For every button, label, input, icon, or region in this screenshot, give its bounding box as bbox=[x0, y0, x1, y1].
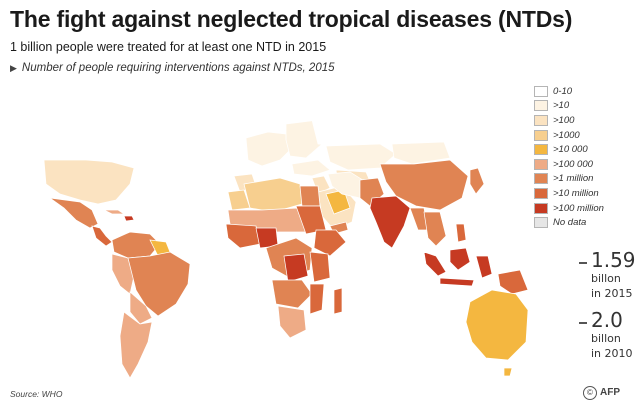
region-new-zealand bbox=[537, 355, 549, 381]
region-tasmania bbox=[503, 367, 513, 377]
legend-label: >10 bbox=[553, 100, 570, 112]
legend-item: >10 million bbox=[534, 186, 622, 201]
legend-item: >100 million bbox=[534, 201, 622, 216]
legend-swatch bbox=[534, 144, 548, 156]
region-india bbox=[369, 195, 411, 249]
region-caribbean bbox=[123, 215, 135, 222]
legend-swatch bbox=[534, 114, 548, 126]
region-argentina-chile bbox=[119, 311, 153, 379]
legend-label: >10 000 bbox=[553, 144, 588, 156]
legend-label: No data bbox=[553, 217, 587, 229]
region-egypt bbox=[299, 185, 321, 207]
region-china bbox=[379, 159, 469, 211]
legend-swatch bbox=[534, 129, 548, 141]
region-canada bbox=[45, 97, 169, 167]
region-mongolia bbox=[391, 141, 451, 165]
copyright-icon: © bbox=[583, 386, 597, 400]
stat-2015-unit: billon bbox=[591, 272, 621, 285]
region-usa bbox=[43, 159, 135, 205]
region-bolivia-paraguay bbox=[129, 291, 153, 325]
region-scandinavia bbox=[261, 85, 293, 133]
legend-swatch bbox=[534, 217, 548, 229]
region-iceland bbox=[231, 103, 247, 115]
region-borneo bbox=[449, 247, 471, 271]
region-sumatra bbox=[423, 251, 447, 277]
region-angola-zambia bbox=[271, 279, 313, 309]
legend-item: >10 bbox=[534, 99, 622, 114]
map-caption: ▶ Number of people requiring intervention… bbox=[10, 62, 335, 74]
legend-item: >1 million bbox=[534, 172, 622, 187]
region-greenland bbox=[149, 80, 229, 133]
region-brazil bbox=[127, 251, 191, 317]
legend-item: No data bbox=[534, 215, 622, 230]
region-west-africa bbox=[225, 223, 261, 249]
region-algeria-libya bbox=[243, 177, 303, 213]
region-turkey bbox=[291, 159, 331, 177]
region-saudi-arabia bbox=[325, 189, 351, 215]
legend-item: >100 000 bbox=[534, 157, 622, 172]
world-choropleth-map bbox=[7, 80, 549, 381]
region-australia bbox=[465, 289, 529, 361]
region-ethiopia-horn bbox=[313, 229, 347, 257]
agency-credit: © AFP bbox=[583, 386, 620, 400]
legend-item: >10 000 bbox=[534, 142, 622, 157]
legend-item: >100 bbox=[534, 113, 622, 128]
caption-triangle-icon: ▶ bbox=[10, 63, 17, 73]
region-southern-africa bbox=[277, 305, 307, 339]
legend-swatch bbox=[534, 100, 548, 112]
source-note: Source: WHO bbox=[10, 389, 63, 399]
stat-2010: 2.0 billon in 2010 bbox=[591, 310, 633, 360]
region-madagascar bbox=[333, 287, 343, 315]
stat-marker-2015 bbox=[579, 262, 587, 264]
region-kazakhstan bbox=[325, 143, 397, 171]
legend-item: 0-10 bbox=[534, 84, 622, 99]
legend-label: >1000 bbox=[553, 129, 580, 141]
legend-item: >1000 bbox=[534, 128, 622, 143]
region-east-africa bbox=[309, 251, 331, 283]
stat-2010-year: in 2010 bbox=[591, 347, 633, 360]
region-central-america bbox=[91, 225, 113, 247]
stat-marker-2010 bbox=[579, 322, 587, 324]
legend-swatch bbox=[534, 187, 548, 199]
agency-name: AFP bbox=[600, 387, 620, 398]
region-papua-new-guinea bbox=[497, 269, 529, 295]
region-korea-japan bbox=[469, 167, 485, 195]
legend-label: >100 million bbox=[553, 202, 604, 214]
legend-label: 0-10 bbox=[553, 85, 573, 97]
legend-label: >10 million bbox=[553, 187, 599, 199]
stat-2010-value: 2.0 bbox=[591, 308, 623, 332]
legend-label: >100 000 bbox=[553, 158, 593, 170]
region-java bbox=[439, 277, 475, 287]
region-indochina bbox=[423, 211, 447, 247]
region-western-sahara bbox=[227, 189, 251, 211]
region-western-europe bbox=[245, 131, 293, 167]
stat-2015-year: in 2015 bbox=[591, 287, 633, 300]
region-mexico bbox=[49, 197, 99, 229]
stat-2015: 1.59 billon in 2015 bbox=[591, 250, 636, 300]
chart-subtitle: 1 billion people were treated for at lea… bbox=[10, 40, 327, 54]
region-sulawesi-moluccas bbox=[475, 255, 493, 279]
region-philippines bbox=[455, 223, 467, 243]
legend-label: >1 million bbox=[553, 173, 594, 185]
legend-swatch bbox=[534, 173, 548, 185]
region-drc bbox=[283, 253, 309, 283]
region-mozambique bbox=[309, 283, 325, 315]
legend-label: >100 bbox=[553, 114, 575, 126]
region-russia bbox=[291, 83, 521, 147]
map-legend: 0-10 >10 >100 >1000 >10 000 >100 000 >1 … bbox=[534, 84, 622, 230]
region-cuba bbox=[103, 209, 126, 215]
legend-swatch bbox=[534, 158, 548, 170]
stat-2010-unit: billon bbox=[591, 332, 621, 345]
map-caption-text: Number of people requiring interventions… bbox=[21, 62, 335, 74]
stat-2015-value: 1.59 bbox=[591, 248, 636, 272]
region-alaska bbox=[7, 117, 51, 153]
legend-swatch bbox=[534, 202, 548, 214]
legend-swatch bbox=[534, 85, 548, 97]
chart-title: The fight against neglected tropical dis… bbox=[10, 6, 573, 32]
